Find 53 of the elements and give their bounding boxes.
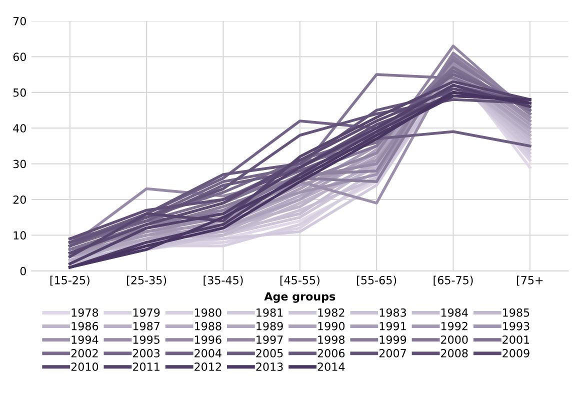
y-tick-label: 70 xyxy=(13,16,26,26)
legend-label: 2014 xyxy=(318,362,345,371)
legend-label: 1998 xyxy=(318,335,345,344)
legend-label: 1990 xyxy=(318,322,345,330)
legend-label: 1983 xyxy=(380,308,406,317)
legend-label: 1984 xyxy=(441,308,468,317)
y-tick-label: 20 xyxy=(13,195,26,204)
legend-label: 1992 xyxy=(441,322,468,330)
x-tick-label: [25-35) xyxy=(127,276,166,286)
legend-label: 1979 xyxy=(133,308,160,317)
legend-label: 2005 xyxy=(256,348,283,358)
legend-label: 1987 xyxy=(133,322,160,330)
legend-label: 1980 xyxy=(195,308,222,317)
legend-label: 1994 xyxy=(72,335,98,344)
legend-label: 2006 xyxy=(318,348,345,358)
legend-label: 2002 xyxy=(71,348,98,358)
legend-label: 2007 xyxy=(379,348,406,358)
legend-label: 2001 xyxy=(502,335,530,344)
x-tick-label: [35-45) xyxy=(204,276,243,286)
legend-label: 1996 xyxy=(195,335,222,344)
legend-label: 1989 xyxy=(256,322,283,330)
legend-label: 1981 xyxy=(256,308,283,317)
x-tick-label: [15-25) xyxy=(50,276,90,286)
legend-label: 1985 xyxy=(503,308,530,317)
y-tick-label: 60 xyxy=(13,52,26,62)
legend-label: 1988 xyxy=(195,322,222,330)
legend-label: 2011 xyxy=(132,362,160,371)
x-tick-label: [65-75) xyxy=(434,276,473,286)
y-tick-label: 10 xyxy=(14,231,26,240)
legend-label: 1993 xyxy=(503,322,530,330)
y-tick-label: 30 xyxy=(13,160,26,168)
y-tick-label: 50 xyxy=(13,88,26,97)
legend-label: 2003 xyxy=(132,348,160,358)
x-tick-label: [55-65) xyxy=(357,276,396,286)
legend-label: 2008 xyxy=(441,348,468,358)
legend-label: 2010 xyxy=(71,362,98,371)
legend-label: 1995 xyxy=(133,335,160,344)
legend-label: 2012 xyxy=(194,362,221,371)
legend-label: 2000 xyxy=(441,335,468,344)
legend-label: 2009 xyxy=(502,348,530,358)
y-tick-label: 40 xyxy=(13,124,26,132)
legend-label: 1997 xyxy=(256,335,283,344)
x-tick-label: [75+ xyxy=(516,276,543,286)
legend-label: 1999 xyxy=(380,335,406,344)
legend-label: 2004 xyxy=(194,348,222,358)
legend-label: 1982 xyxy=(318,308,344,317)
x-axis-title: Age groups xyxy=(264,292,336,303)
legend-label: 2013 xyxy=(256,362,283,371)
legend-label: 1991 xyxy=(380,322,406,330)
legend-label: 1978 xyxy=(72,308,98,317)
legend-label: 1986 xyxy=(72,322,98,330)
y-tick-label: 0 xyxy=(20,266,26,276)
x-tick-label: [45-55) xyxy=(280,276,320,286)
